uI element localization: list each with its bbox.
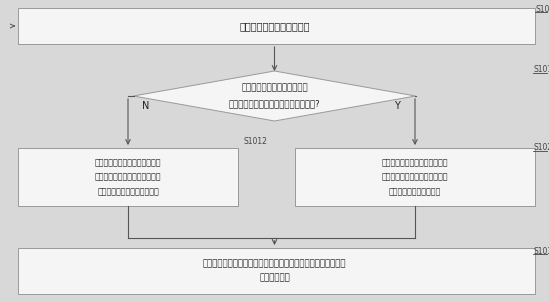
FancyBboxPatch shape (18, 248, 535, 294)
Text: 向对应的终端发送分辨率更改通: 向对应的终端发送分辨率更改通 (95, 158, 161, 167)
Text: S102: S102 (533, 143, 549, 153)
Text: Y: Y (394, 101, 400, 111)
Text: 视频数据的分辨率与当前视频: 视频数据的分辨率与当前视频 (241, 83, 308, 92)
Polygon shape (133, 71, 416, 121)
FancyBboxPatch shape (18, 8, 535, 44)
Text: N: N (142, 101, 150, 111)
Text: 接收各终端发送的视频数据: 接收各终端发送的视频数据 (239, 21, 310, 31)
Text: S1012: S1012 (243, 137, 267, 146)
Text: 对整个当前视频模板的视频数据进行编码，并将编码后视频数据: 对整个当前视频模板的视频数据进行编码，并将编码后视频数据 (203, 259, 346, 268)
FancyBboxPatch shape (18, 148, 238, 206)
Text: 传送给各终端: 传送给各终端 (259, 274, 290, 282)
Text: S101: S101 (535, 5, 549, 14)
FancyBboxPatch shape (295, 148, 535, 206)
Text: 中与各终端对应的子窗口: 中与各终端对应的子窗口 (389, 187, 441, 196)
Text: 根据各终端的视频通道号将各视: 根据各终端的视频通道号将各视 (382, 158, 448, 167)
Text: S1011: S1011 (533, 66, 549, 75)
Text: 更改输出的视频数据的分辨率: 更改输出的视频数据的分辨率 (97, 187, 159, 196)
Text: 知，该终端根据分辨率更改通知: 知，该终端根据分辨率更改通知 (95, 172, 161, 182)
Text: 模板中对应的子窗口的视频尺寸相适应?: 模板中对应的子窗口的视频尺寸相适应? (229, 99, 320, 108)
Text: S103: S103 (533, 246, 549, 255)
Text: 频数据分别复制到当前视频模板: 频数据分别复制到当前视频模板 (382, 172, 448, 182)
